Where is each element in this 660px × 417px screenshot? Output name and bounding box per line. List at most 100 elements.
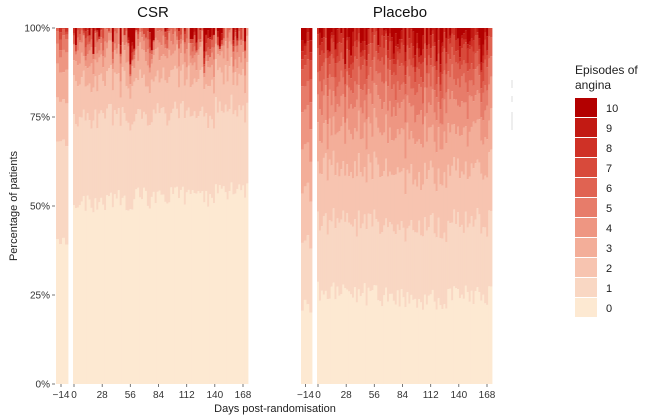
day-column-episode-3 <box>214 43 218 60</box>
day-column-episode-1 <box>429 215 433 295</box>
y-tick-label: 100% <box>24 24 50 35</box>
day-column-episode-1 <box>400 221 403 290</box>
day-column-episode-7 <box>416 48 419 68</box>
day-column-episode-6 <box>244 50 247 52</box>
day-column-episode-9 <box>232 40 235 44</box>
baseline-column-episode-2 <box>62 99 66 140</box>
day-column-episode-6 <box>86 36 89 45</box>
day-column-episode-10 <box>449 28 452 36</box>
day-column-episode-1 <box>470 216 473 291</box>
day-column-episode-4 <box>170 41 173 56</box>
day-column-episode-0 <box>348 291 351 384</box>
day-column-episode-3 <box>193 62 196 79</box>
day-column-episode-2 <box>205 84 208 114</box>
day-column-episode-0 <box>232 194 235 384</box>
baseline-column-episode-6 <box>65 34 69 40</box>
day-column-episode-3 <box>240 62 243 76</box>
day-column-episode-2 <box>342 161 345 211</box>
day-column-episode-1 <box>119 125 123 206</box>
day-column-episode-1 <box>443 232 446 305</box>
baseline-column-episode-8 <box>65 28 69 32</box>
day-column-episode-5 <box>240 40 243 46</box>
day-column-episode-4 <box>429 105 433 128</box>
day-column-episode-0 <box>244 197 247 384</box>
day-column-episode-6 <box>451 47 454 65</box>
day-column-episode-9 <box>429 35 433 49</box>
baseline-column-episode-1 <box>59 141 63 245</box>
day-column-episode-10 <box>191 28 194 39</box>
day-column-episode-1 <box>164 113 167 202</box>
day-column-episode-4 <box>185 49 189 68</box>
day-column-episode-6 <box>352 69 355 94</box>
day-column-episode-5 <box>449 77 452 100</box>
day-column-episode-3 <box>453 124 456 158</box>
day-column-episode-0 <box>207 206 210 384</box>
day-column-episode-10 <box>404 28 407 52</box>
day-column-episode-1 <box>318 230 322 301</box>
day-column-episode-7 <box>166 31 169 40</box>
day-column-episode-0 <box>137 187 140 384</box>
day-column-episode-6 <box>176 29 179 37</box>
baseline-column-episode-4 <box>301 112 305 150</box>
day-column-episode-1 <box>350 224 353 295</box>
day-column-episode-1 <box>214 97 218 185</box>
day-column-episode-3 <box>88 66 91 84</box>
day-column-episode-4 <box>408 103 411 140</box>
day-column-episode-4 <box>76 50 80 66</box>
day-column-episode-2 <box>207 86 210 129</box>
day-column-episode-5 <box>82 34 86 36</box>
day-column-episode-3 <box>400 128 403 172</box>
x-axis-title: Days post-randomisation <box>214 403 336 415</box>
day-column-episode-6 <box>423 43 427 59</box>
day-column-episode-9 <box>332 28 335 36</box>
day-column-episode-0 <box>80 201 84 384</box>
day-column-episode-4 <box>179 43 183 54</box>
day-column-episode-0 <box>418 299 421 384</box>
day-column-episode-8 <box>359 52 363 58</box>
day-column-episode-4 <box>385 81 388 115</box>
day-column-episode-1 <box>160 108 163 195</box>
day-column-episode-0 <box>447 289 450 384</box>
day-column-episode-5 <box>352 93 355 109</box>
day-column-episode-2 <box>137 80 140 110</box>
day-column-episode-8 <box>449 38 452 44</box>
day-column-episode-0 <box>332 282 335 384</box>
day-column-episode-1 <box>326 234 330 300</box>
day-column-episode-2 <box>447 164 450 221</box>
day-column-episode-3 <box>189 62 193 88</box>
day-column-episode-10 <box>390 28 394 38</box>
day-column-episode-2 <box>408 173 411 226</box>
day-column-episode-4 <box>435 120 438 153</box>
day-column-episode-5 <box>423 58 427 88</box>
legend-title-line-2: angina <box>575 78 611 92</box>
day-column-episode-0 <box>158 190 161 384</box>
day-column-episode-7 <box>486 55 489 68</box>
day-column-episode-3 <box>406 122 409 170</box>
day-column-episode-0 <box>111 207 115 384</box>
day-column-episode-0 <box>131 209 134 384</box>
day-column-episode-9 <box>466 44 470 49</box>
day-column-episode-1 <box>410 220 413 295</box>
day-column-episode-8 <box>464 39 468 43</box>
day-column-episode-9 <box>383 30 386 37</box>
day-column-episode-4 <box>154 37 158 50</box>
baseline-column-episode-10 <box>303 28 307 44</box>
day-column-episode-2 <box>375 157 378 220</box>
day-column-episode-9 <box>183 28 187 32</box>
day-column-episode-3 <box>441 149 444 186</box>
day-column-episode-4 <box>222 45 226 59</box>
day-column-episode-4 <box>193 55 196 63</box>
day-column-episode-6 <box>441 74 444 99</box>
day-column-episode-5 <box>400 84 403 103</box>
day-column-episode-3 <box>410 131 413 165</box>
day-column-episode-5 <box>106 29 109 43</box>
day-column-episode-0 <box>410 294 413 384</box>
day-column-episode-3 <box>199 46 202 71</box>
day-column-episode-5 <box>355 84 359 100</box>
day-column-episode-7 <box>457 50 460 64</box>
day-column-episode-8 <box>332 35 335 43</box>
day-column-episode-3 <box>108 40 111 69</box>
day-column-episode-1 <box>420 235 423 303</box>
day-column-episode-3 <box>220 51 224 73</box>
baseline-column-episode-6 <box>306 59 310 82</box>
